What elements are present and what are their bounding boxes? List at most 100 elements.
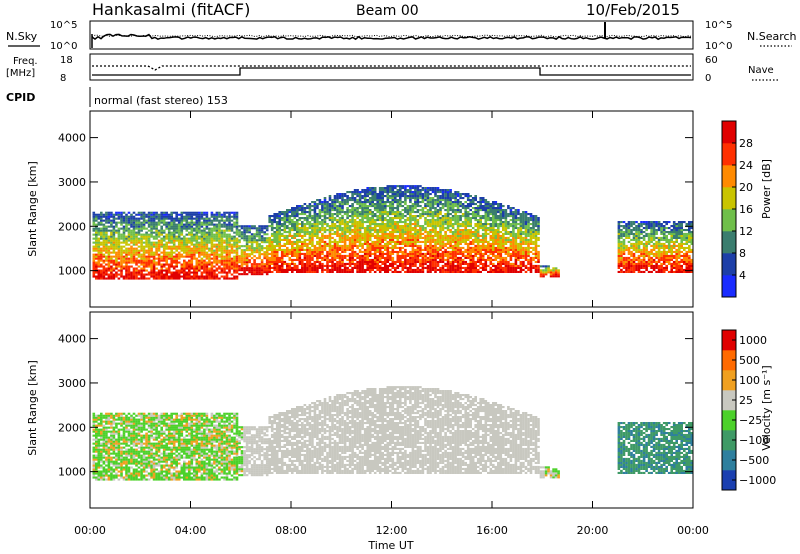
power-cell bbox=[373, 209, 377, 212]
power-cell bbox=[358, 231, 362, 234]
power-cell bbox=[459, 215, 462, 218]
power-cell bbox=[394, 270, 397, 273]
power-cell bbox=[481, 256, 485, 259]
power-cell bbox=[125, 265, 128, 268]
power-cell bbox=[411, 185, 415, 188]
power-cell bbox=[341, 207, 344, 210]
power-cell bbox=[431, 219, 435, 222]
power-cell bbox=[409, 256, 412, 259]
power-cell bbox=[208, 273, 211, 276]
power-cell bbox=[228, 213, 231, 216]
power-cell bbox=[406, 252, 410, 255]
power-cell bbox=[466, 207, 470, 210]
power-cell bbox=[260, 229, 264, 232]
power-cell bbox=[479, 227, 482, 230]
power-cell bbox=[471, 270, 475, 273]
power-cell bbox=[499, 240, 503, 243]
power-cell bbox=[258, 273, 261, 276]
power-cell bbox=[386, 240, 390, 243]
power-cell bbox=[363, 189, 367, 192]
power-cell bbox=[399, 187, 402, 190]
power-cell bbox=[92, 221, 96, 224]
power-cell bbox=[243, 269, 246, 272]
power-cell bbox=[331, 213, 334, 216]
power-cell bbox=[177, 229, 181, 232]
power-cell bbox=[436, 254, 440, 257]
power-cell bbox=[429, 201, 432, 204]
power-cell bbox=[371, 234, 374, 237]
power-cell bbox=[429, 264, 432, 267]
power-cell bbox=[461, 254, 465, 257]
power-cell bbox=[353, 193, 357, 196]
power-cell bbox=[127, 267, 131, 270]
power-cell bbox=[135, 251, 138, 254]
power-cell bbox=[248, 255, 251, 258]
power-cell bbox=[132, 249, 136, 252]
power-cell bbox=[213, 237, 216, 240]
power-cell bbox=[504, 221, 508, 224]
power-cell bbox=[105, 269, 108, 272]
power-cell bbox=[132, 241, 136, 244]
power-cell bbox=[343, 242, 347, 245]
power-cell bbox=[107, 255, 111, 258]
power-cell bbox=[378, 213, 382, 216]
power-cell bbox=[203, 277, 206, 280]
power-cell bbox=[343, 221, 347, 224]
power-cell bbox=[381, 238, 384, 241]
power-cell bbox=[361, 256, 364, 259]
power-cell bbox=[426, 234, 430, 237]
power-cell bbox=[336, 252, 339, 255]
power-cell bbox=[474, 229, 477, 232]
power-cell bbox=[127, 269, 131, 272]
power-cell bbox=[200, 247, 204, 250]
power-cell bbox=[198, 241, 201, 244]
power-cell bbox=[238, 235, 241, 238]
power-cell bbox=[225, 247, 229, 250]
power-cell bbox=[444, 219, 447, 222]
power-cell bbox=[258, 251, 261, 254]
power-cell bbox=[243, 233, 246, 236]
power-cell bbox=[301, 223, 304, 226]
power-cell bbox=[107, 213, 111, 216]
power-cell bbox=[105, 259, 108, 262]
power-cell bbox=[384, 236, 387, 239]
power-cell bbox=[381, 232, 384, 235]
power-cell bbox=[426, 260, 430, 263]
power-cell bbox=[353, 199, 357, 202]
power-cell bbox=[338, 213, 342, 216]
power-cell bbox=[399, 262, 402, 265]
power-cell bbox=[481, 238, 485, 241]
power-cell bbox=[107, 249, 111, 252]
power-cell bbox=[110, 243, 113, 246]
power-cell bbox=[100, 257, 103, 260]
power-cell bbox=[381, 197, 384, 200]
power-cell bbox=[203, 229, 206, 232]
power-cell bbox=[376, 250, 379, 253]
power-cell bbox=[188, 225, 191, 228]
power-cell bbox=[331, 229, 334, 232]
power-cell bbox=[461, 236, 465, 239]
power-cell bbox=[230, 259, 234, 262]
power-cell bbox=[140, 273, 143, 276]
power-cell bbox=[238, 261, 241, 264]
power-cell bbox=[507, 240, 510, 243]
power-cell bbox=[130, 223, 133, 226]
power-cell bbox=[394, 262, 397, 265]
power-cell bbox=[200, 213, 204, 216]
power-cell bbox=[351, 199, 354, 202]
power-cell bbox=[155, 267, 158, 270]
power-cell bbox=[391, 187, 395, 190]
power-cell bbox=[175, 235, 178, 238]
power-cell bbox=[481, 248, 485, 251]
power-cell bbox=[280, 223, 284, 226]
power-cell bbox=[444, 232, 447, 235]
power-cell bbox=[280, 268, 284, 271]
power-cell bbox=[489, 229, 493, 232]
power-cell bbox=[210, 211, 214, 214]
power-cell bbox=[200, 271, 204, 274]
power-cell bbox=[195, 217, 199, 220]
power-cell bbox=[102, 269, 106, 272]
power-cell bbox=[205, 227, 209, 230]
power-cell bbox=[165, 211, 168, 214]
power-cell bbox=[441, 258, 445, 261]
